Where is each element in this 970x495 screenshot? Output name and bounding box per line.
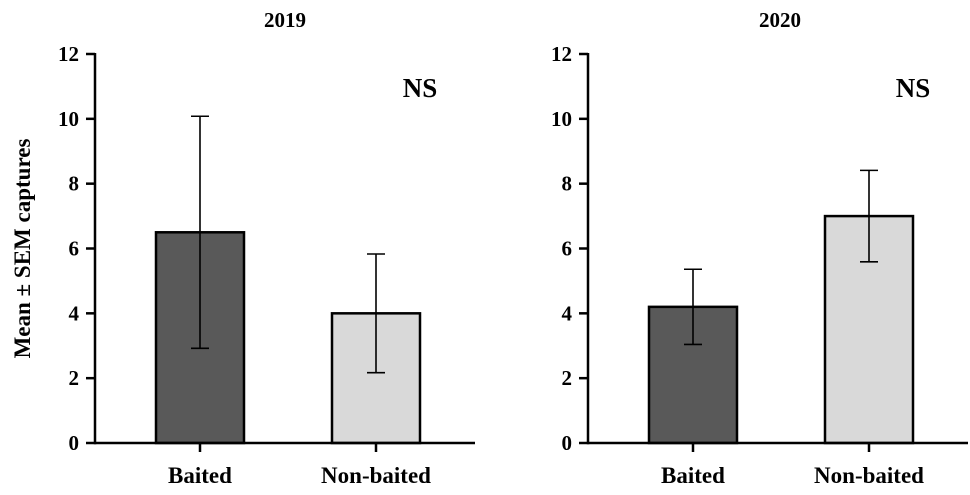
- y-axis-label: Mean ± SEM captures: [10, 139, 35, 359]
- y-tick-label: 6: [69, 237, 80, 261]
- x-tick-label: Non-baited: [321, 463, 431, 488]
- y-tick-label: 12: [58, 42, 79, 66]
- y-tick-label: 8: [69, 172, 80, 196]
- y-tick-label: 8: [562, 172, 573, 196]
- significance-annotation: NS: [896, 73, 931, 103]
- error-bar-baited: [684, 268, 702, 346]
- chart-panel-2019: 2019 0 2 4 6 8 10 12 Baited Non-baited NS Mean ± SE…: [10, 8, 475, 488]
- y-tick-label: 0: [69, 431, 80, 455]
- error-bar-non-baited: [367, 253, 385, 374]
- y-tick-label: 6: [562, 237, 573, 261]
- panel-title: 2019: [264, 8, 306, 32]
- chart-panel-2020: 2020 0 2 4 6 8 10 12 Baited Non-baited NS: [551, 8, 968, 488]
- y-tick-label: 2: [562, 366, 573, 390]
- x-tick-label: Baited: [168, 463, 232, 488]
- x-tick-label: Baited: [661, 463, 725, 488]
- y-tick-label: 0: [562, 431, 573, 455]
- x-tick-label: Non-baited: [814, 463, 924, 488]
- y-tick-label: 4: [562, 301, 573, 325]
- y-tick-label: 10: [551, 107, 572, 131]
- panel-title: 2020: [759, 8, 801, 32]
- error-bar-non-baited: [860, 169, 878, 263]
- significance-annotation: NS: [403, 73, 438, 103]
- y-tick-label: 12: [551, 42, 572, 66]
- error-bar-baited: [191, 115, 209, 350]
- y-tick-label: 2: [69, 366, 80, 390]
- y-tick-label: 10: [58, 107, 79, 131]
- y-tick-label: 4: [69, 301, 80, 325]
